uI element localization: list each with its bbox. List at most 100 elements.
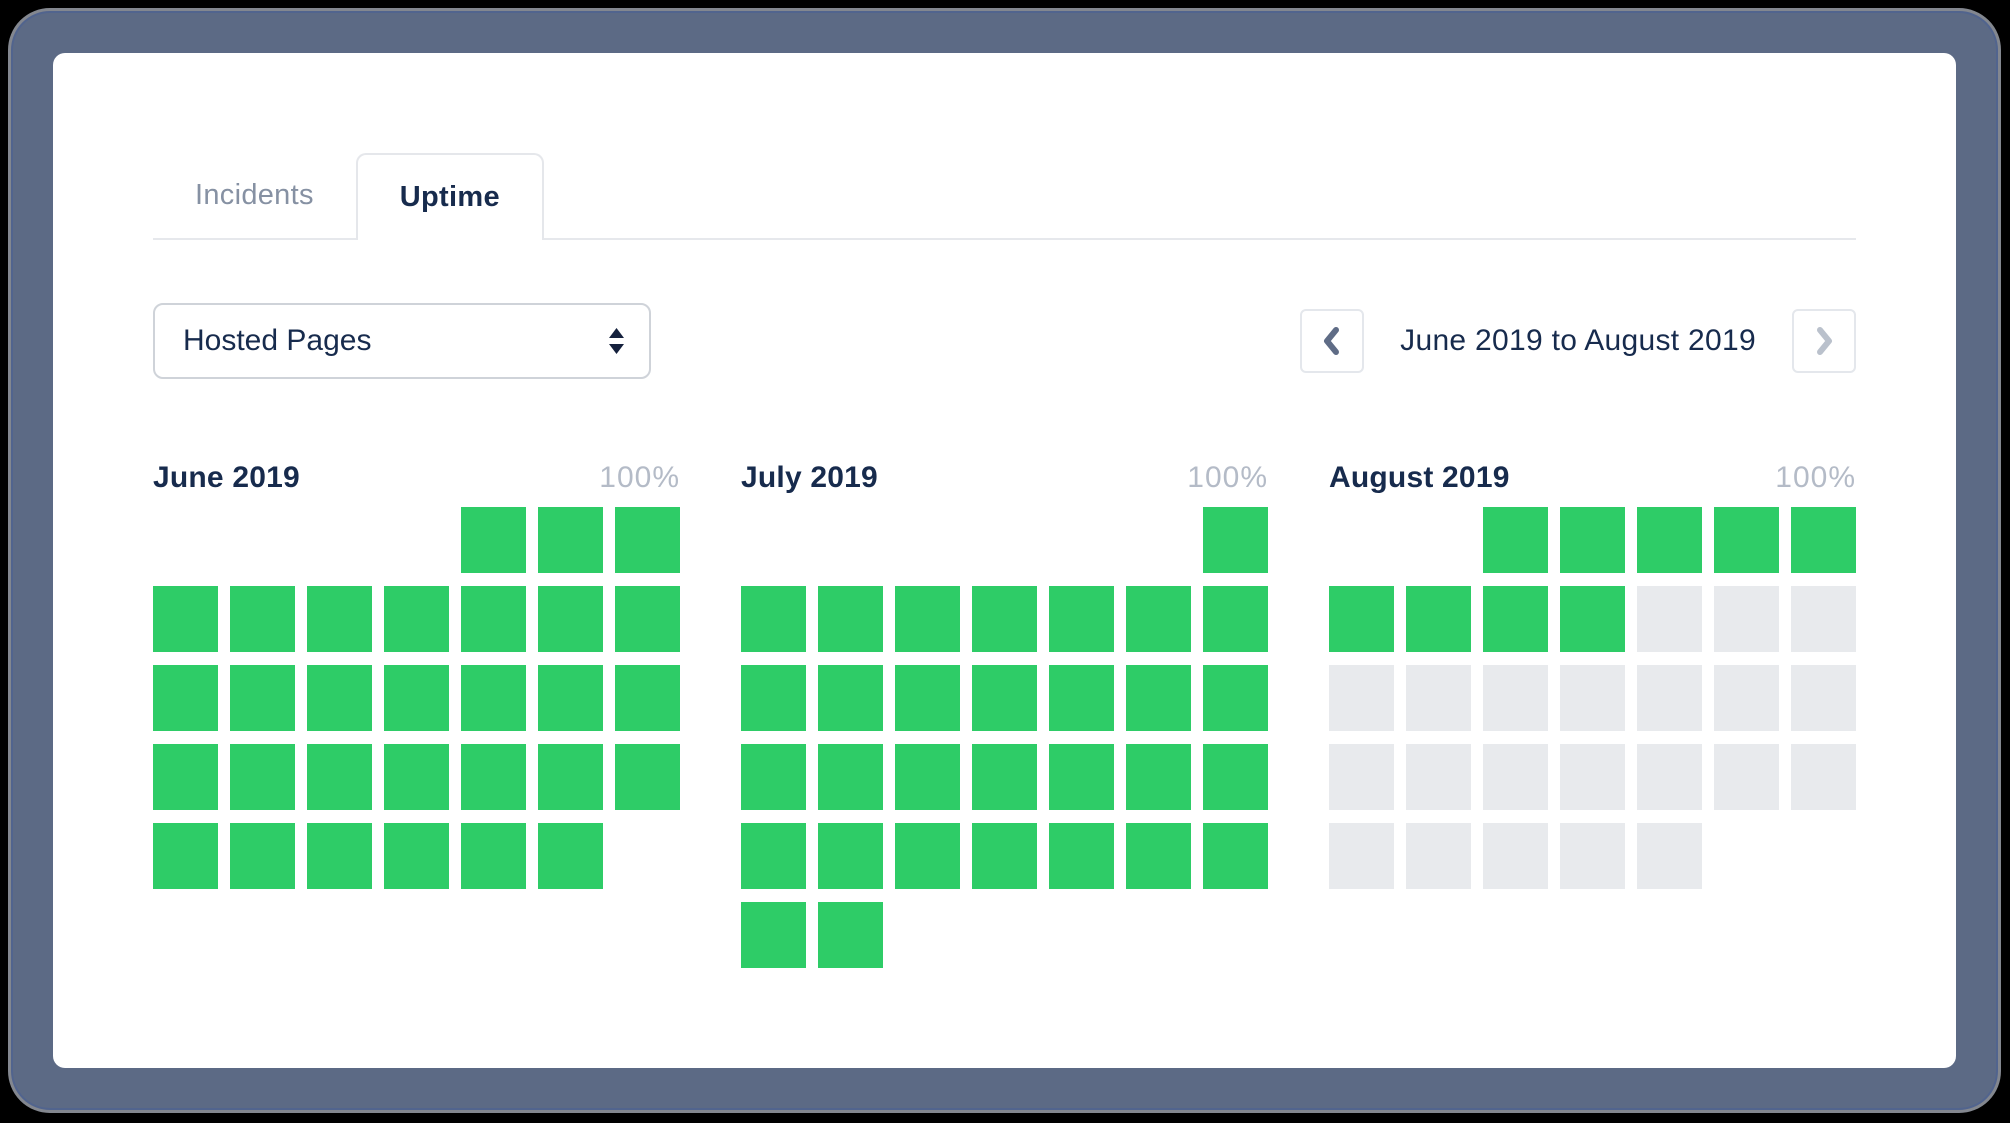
day-cell-june-1[interactable]	[461, 507, 526, 573]
day-cell-july-31[interactable]	[818, 902, 883, 968]
day-spacer	[153, 507, 218, 573]
day-cell-august-9[interactable]	[1560, 586, 1625, 652]
day-cell-june-14[interactable]	[384, 665, 449, 731]
day-cell-july-3[interactable]	[818, 586, 883, 652]
day-cell-july-6[interactable]	[1049, 586, 1114, 652]
day-cell-august-28[interactable]	[1406, 823, 1471, 889]
day-cell-august-6[interactable]	[1329, 586, 1394, 652]
day-cell-july-2[interactable]	[741, 586, 806, 652]
day-cell-august-23[interactable]	[1560, 744, 1625, 810]
day-cell-august-29[interactable]	[1483, 823, 1548, 889]
day-cell-august-18[interactable]	[1714, 665, 1779, 731]
day-cell-july-29[interactable]	[1203, 823, 1268, 889]
day-cell-august-24[interactable]	[1637, 744, 1702, 810]
next-range-button[interactable]	[1792, 309, 1856, 373]
page-filter-select[interactable]: Hosted Pages	[153, 303, 651, 379]
day-cell-june-19[interactable]	[230, 744, 295, 810]
day-cell-august-1[interactable]	[1483, 507, 1548, 573]
day-cell-july-4[interactable]	[895, 586, 960, 652]
day-cell-june-17[interactable]	[615, 665, 680, 731]
day-cell-july-12[interactable]	[972, 665, 1037, 731]
day-cell-august-12[interactable]	[1791, 586, 1856, 652]
day-cell-august-26[interactable]	[1791, 744, 1856, 810]
day-cell-june-29[interactable]	[461, 823, 526, 889]
day-cell-august-31[interactable]	[1637, 823, 1702, 889]
day-cell-july-30[interactable]	[741, 902, 806, 968]
day-cell-june-4[interactable]	[153, 586, 218, 652]
day-cell-june-27[interactable]	[307, 823, 372, 889]
day-cell-june-9[interactable]	[538, 586, 603, 652]
day-cell-july-19[interactable]	[972, 744, 1037, 810]
day-cell-july-1[interactable]	[1203, 507, 1268, 573]
day-cell-july-15[interactable]	[1203, 665, 1268, 731]
day-cell-july-17[interactable]	[818, 744, 883, 810]
day-cell-august-30[interactable]	[1560, 823, 1625, 889]
day-cell-july-26[interactable]	[972, 823, 1037, 889]
day-cell-august-5[interactable]	[1791, 507, 1856, 573]
day-cell-june-10[interactable]	[615, 586, 680, 652]
day-cell-august-13[interactable]	[1329, 665, 1394, 731]
day-cell-july-28[interactable]	[1126, 823, 1191, 889]
day-cell-august-7[interactable]	[1406, 586, 1471, 652]
day-cell-august-10[interactable]	[1637, 586, 1702, 652]
day-cell-june-30[interactable]	[538, 823, 603, 889]
day-spacer	[1126, 507, 1191, 573]
day-cell-june-15[interactable]	[461, 665, 526, 731]
day-cell-august-21[interactable]	[1406, 744, 1471, 810]
day-cell-july-9[interactable]	[741, 665, 806, 731]
day-cell-june-13[interactable]	[307, 665, 372, 731]
day-cell-july-11[interactable]	[895, 665, 960, 731]
day-cell-june-12[interactable]	[230, 665, 295, 731]
day-cell-july-27[interactable]	[1049, 823, 1114, 889]
day-cell-august-17[interactable]	[1637, 665, 1702, 731]
day-cell-july-24[interactable]	[818, 823, 883, 889]
day-cell-july-25[interactable]	[895, 823, 960, 889]
day-cell-june-8[interactable]	[461, 586, 526, 652]
day-cell-july-13[interactable]	[1049, 665, 1114, 731]
day-cell-august-22[interactable]	[1483, 744, 1548, 810]
day-cell-june-26[interactable]	[230, 823, 295, 889]
day-cell-june-18[interactable]	[153, 744, 218, 810]
day-cell-august-25[interactable]	[1714, 744, 1779, 810]
day-cell-july-20[interactable]	[1049, 744, 1114, 810]
day-cell-august-16[interactable]	[1560, 665, 1625, 731]
day-cell-july-5[interactable]	[972, 586, 1037, 652]
day-cell-june-7[interactable]	[384, 586, 449, 652]
tab-uptime[interactable]: Uptime	[355, 153, 544, 240]
day-cell-august-15[interactable]	[1483, 665, 1548, 731]
day-cell-august-8[interactable]	[1483, 586, 1548, 652]
day-cell-june-2[interactable]	[538, 507, 603, 573]
day-cell-june-25[interactable]	[153, 823, 218, 889]
day-cell-july-8[interactable]	[1203, 586, 1268, 652]
day-cell-july-22[interactable]	[1203, 744, 1268, 810]
day-cell-june-6[interactable]	[307, 586, 372, 652]
day-cell-july-10[interactable]	[818, 665, 883, 731]
day-cell-june-24[interactable]	[615, 744, 680, 810]
day-cell-july-23[interactable]	[741, 823, 806, 889]
day-cell-july-14[interactable]	[1126, 665, 1191, 731]
day-cell-june-16[interactable]	[538, 665, 603, 731]
day-cell-june-21[interactable]	[384, 744, 449, 810]
day-cell-june-3[interactable]	[615, 507, 680, 573]
day-cell-june-22[interactable]	[461, 744, 526, 810]
day-cell-august-2[interactable]	[1560, 507, 1625, 573]
day-cell-july-18[interactable]	[895, 744, 960, 810]
day-cell-august-4[interactable]	[1714, 507, 1779, 573]
day-cell-august-11[interactable]	[1714, 586, 1779, 652]
day-cell-july-7[interactable]	[1126, 586, 1191, 652]
tab-incidents[interactable]: Incidents	[153, 153, 356, 238]
day-cell-july-16[interactable]	[741, 744, 806, 810]
day-cell-june-5[interactable]	[230, 586, 295, 652]
day-cell-june-23[interactable]	[538, 744, 603, 810]
day-cell-june-28[interactable]	[384, 823, 449, 889]
months-row: June 2019 100% July 2019 100% August 201…	[153, 461, 1856, 968]
day-cell-june-11[interactable]	[153, 665, 218, 731]
day-cell-august-19[interactable]	[1791, 665, 1856, 731]
prev-range-button[interactable]	[1300, 309, 1365, 373]
day-cell-june-20[interactable]	[307, 744, 372, 810]
day-cell-august-27[interactable]	[1329, 823, 1394, 889]
day-cell-august-20[interactable]	[1329, 744, 1394, 810]
day-cell-august-3[interactable]	[1637, 507, 1702, 573]
day-cell-august-14[interactable]	[1406, 665, 1471, 731]
day-cell-july-21[interactable]	[1126, 744, 1191, 810]
